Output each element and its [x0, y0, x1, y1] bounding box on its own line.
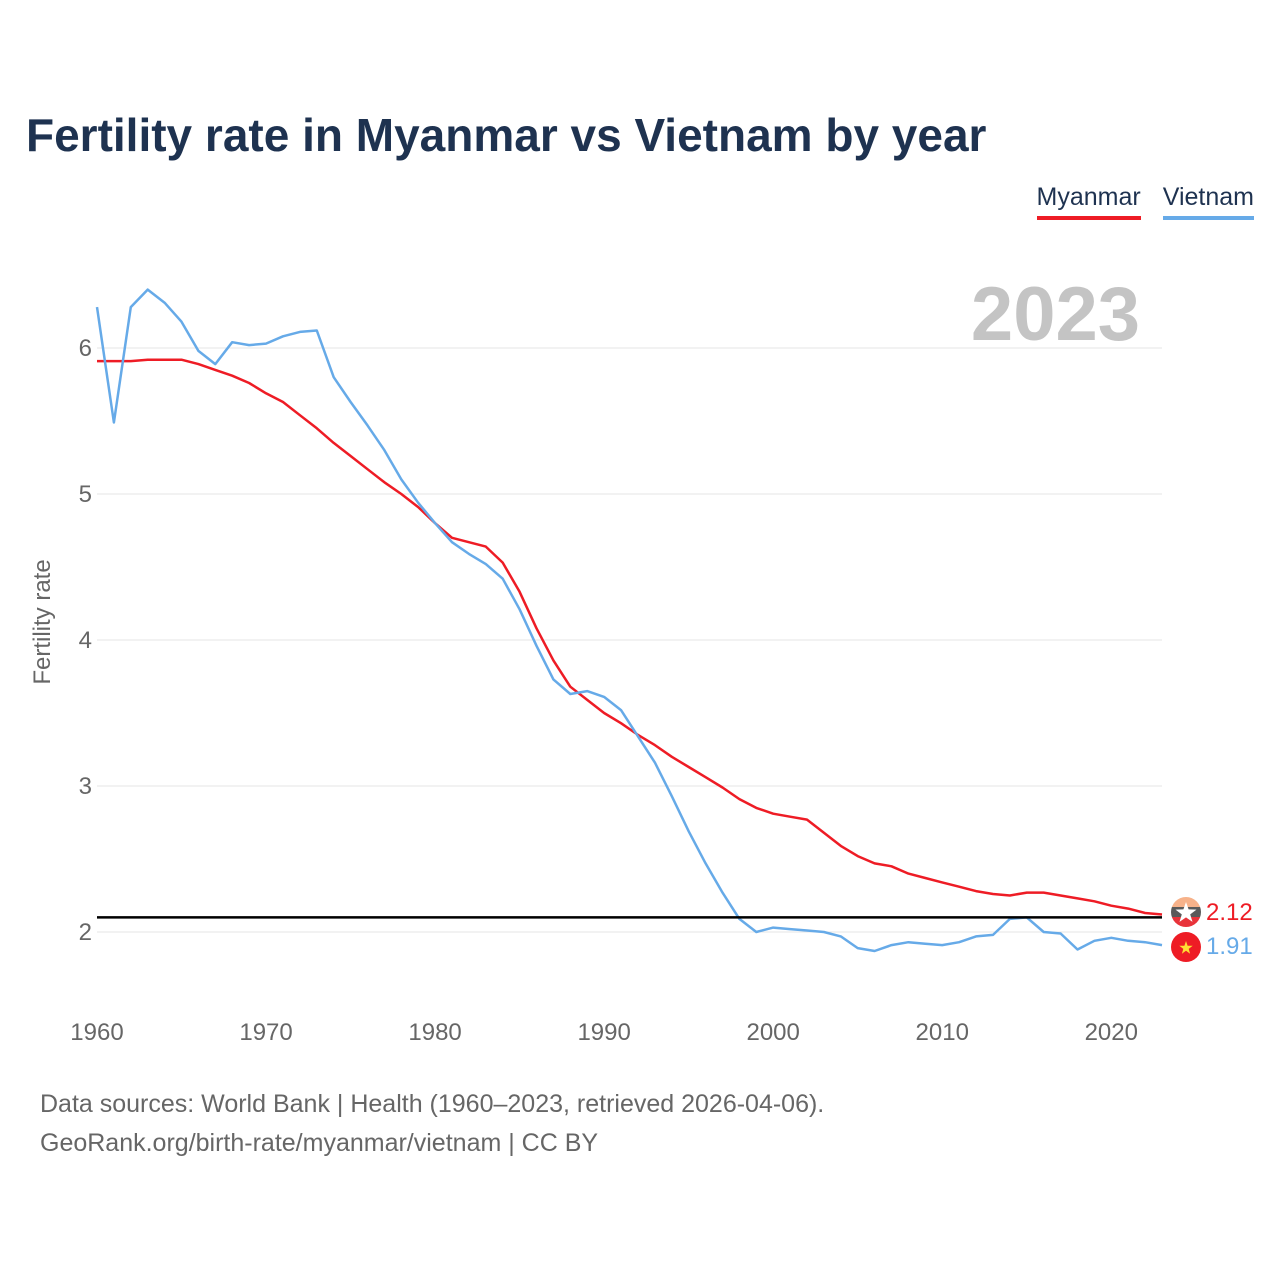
- legend-vietnam[interactable]: Vietnam: [1162, 180, 1254, 220]
- end-label-vietnam: 1.91: [1206, 933, 1253, 960]
- x-tick-1970: 1970: [239, 1019, 292, 1046]
- end-label-myanmar: 2.12: [1206, 899, 1253, 926]
- source-url[interactable]: GeoRank.org/birth-rate/myanmar/vietnam |…: [40, 1129, 599, 1157]
- year-label: 2023: [971, 272, 1140, 357]
- x-tick-2020: 2020: [1085, 1019, 1138, 1046]
- x-tick-2000: 2000: [746, 1019, 799, 1046]
- series-lines: [95, 288, 1163, 953]
- x-tick-1960: 1960: [70, 1019, 123, 1046]
- x-tick-2010: 2010: [916, 1019, 969, 1046]
- end-markers: 2.12 1.91: [1171, 897, 1253, 962]
- x-axis-ticks: 1960 1970 1980 1990 2000 2010 2020: [70, 1019, 1138, 1046]
- x-tick-1980: 1980: [408, 1019, 461, 1046]
- myanmar-flag-icon: [1171, 897, 1201, 927]
- x-tick-1990: 1990: [577, 1019, 630, 1046]
- legend: Myanmar Vietnam: [1036, 180, 1254, 220]
- footer: Data sources: World Bank | Health (1960–…: [40, 1085, 824, 1163]
- y-axis-label: Fertility rate: [29, 559, 56, 684]
- y-axis-ticks: 2 3 4 5 6: [79, 335, 92, 946]
- y-tick-5: 5: [79, 481, 92, 508]
- y-tick-4: 4: [79, 627, 92, 654]
- vietnam-flag-icon: [1171, 932, 1201, 962]
- chart-title: Fertility rate in Myanmar vs Vietnam by …: [26, 109, 987, 161]
- series-line-myanmar[interactable]: [97, 358, 1163, 916]
- y-tick-3: 3: [79, 773, 92, 800]
- legend-myanmar[interactable]: Myanmar: [1036, 180, 1141, 220]
- data-sources: Data sources: World Bank | Health (1960–…: [40, 1090, 825, 1118]
- series-line-vietnam[interactable]: [95, 288, 1163, 953]
- y-tick-6: 6: [79, 335, 92, 362]
- y-tick-2: 2: [79, 919, 92, 946]
- gridlines: [97, 347, 1162, 933]
